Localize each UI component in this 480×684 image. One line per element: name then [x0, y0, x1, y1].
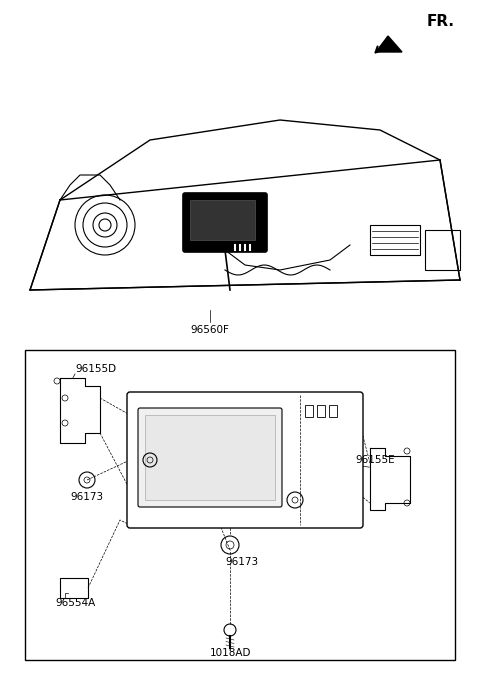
- Polygon shape: [376, 36, 402, 52]
- Text: 96155D: 96155D: [75, 364, 116, 374]
- Text: 96173: 96173: [225, 557, 258, 567]
- Text: 96173: 96173: [70, 492, 103, 502]
- FancyBboxPatch shape: [127, 392, 363, 528]
- Bar: [25, 350, 455, 660]
- Text: 96560F: 96560F: [191, 325, 229, 335]
- Bar: [305, 405, 313, 417]
- Bar: [190, 200, 255, 240]
- FancyBboxPatch shape: [183, 193, 267, 252]
- Polygon shape: [30, 160, 460, 290]
- Bar: [60, 578, 88, 598]
- Text: 1018AD: 1018AD: [210, 648, 252, 658]
- Bar: [370, 225, 420, 255]
- Bar: [317, 405, 325, 417]
- Polygon shape: [60, 378, 100, 443]
- Text: 96554A: 96554A: [55, 598, 95, 608]
- Bar: [425, 230, 460, 270]
- FancyBboxPatch shape: [138, 408, 282, 507]
- Polygon shape: [370, 448, 410, 510]
- Bar: [329, 405, 337, 417]
- Text: 96155E: 96155E: [355, 455, 395, 465]
- Bar: [145, 415, 275, 500]
- Text: FR.: FR.: [427, 14, 455, 29]
